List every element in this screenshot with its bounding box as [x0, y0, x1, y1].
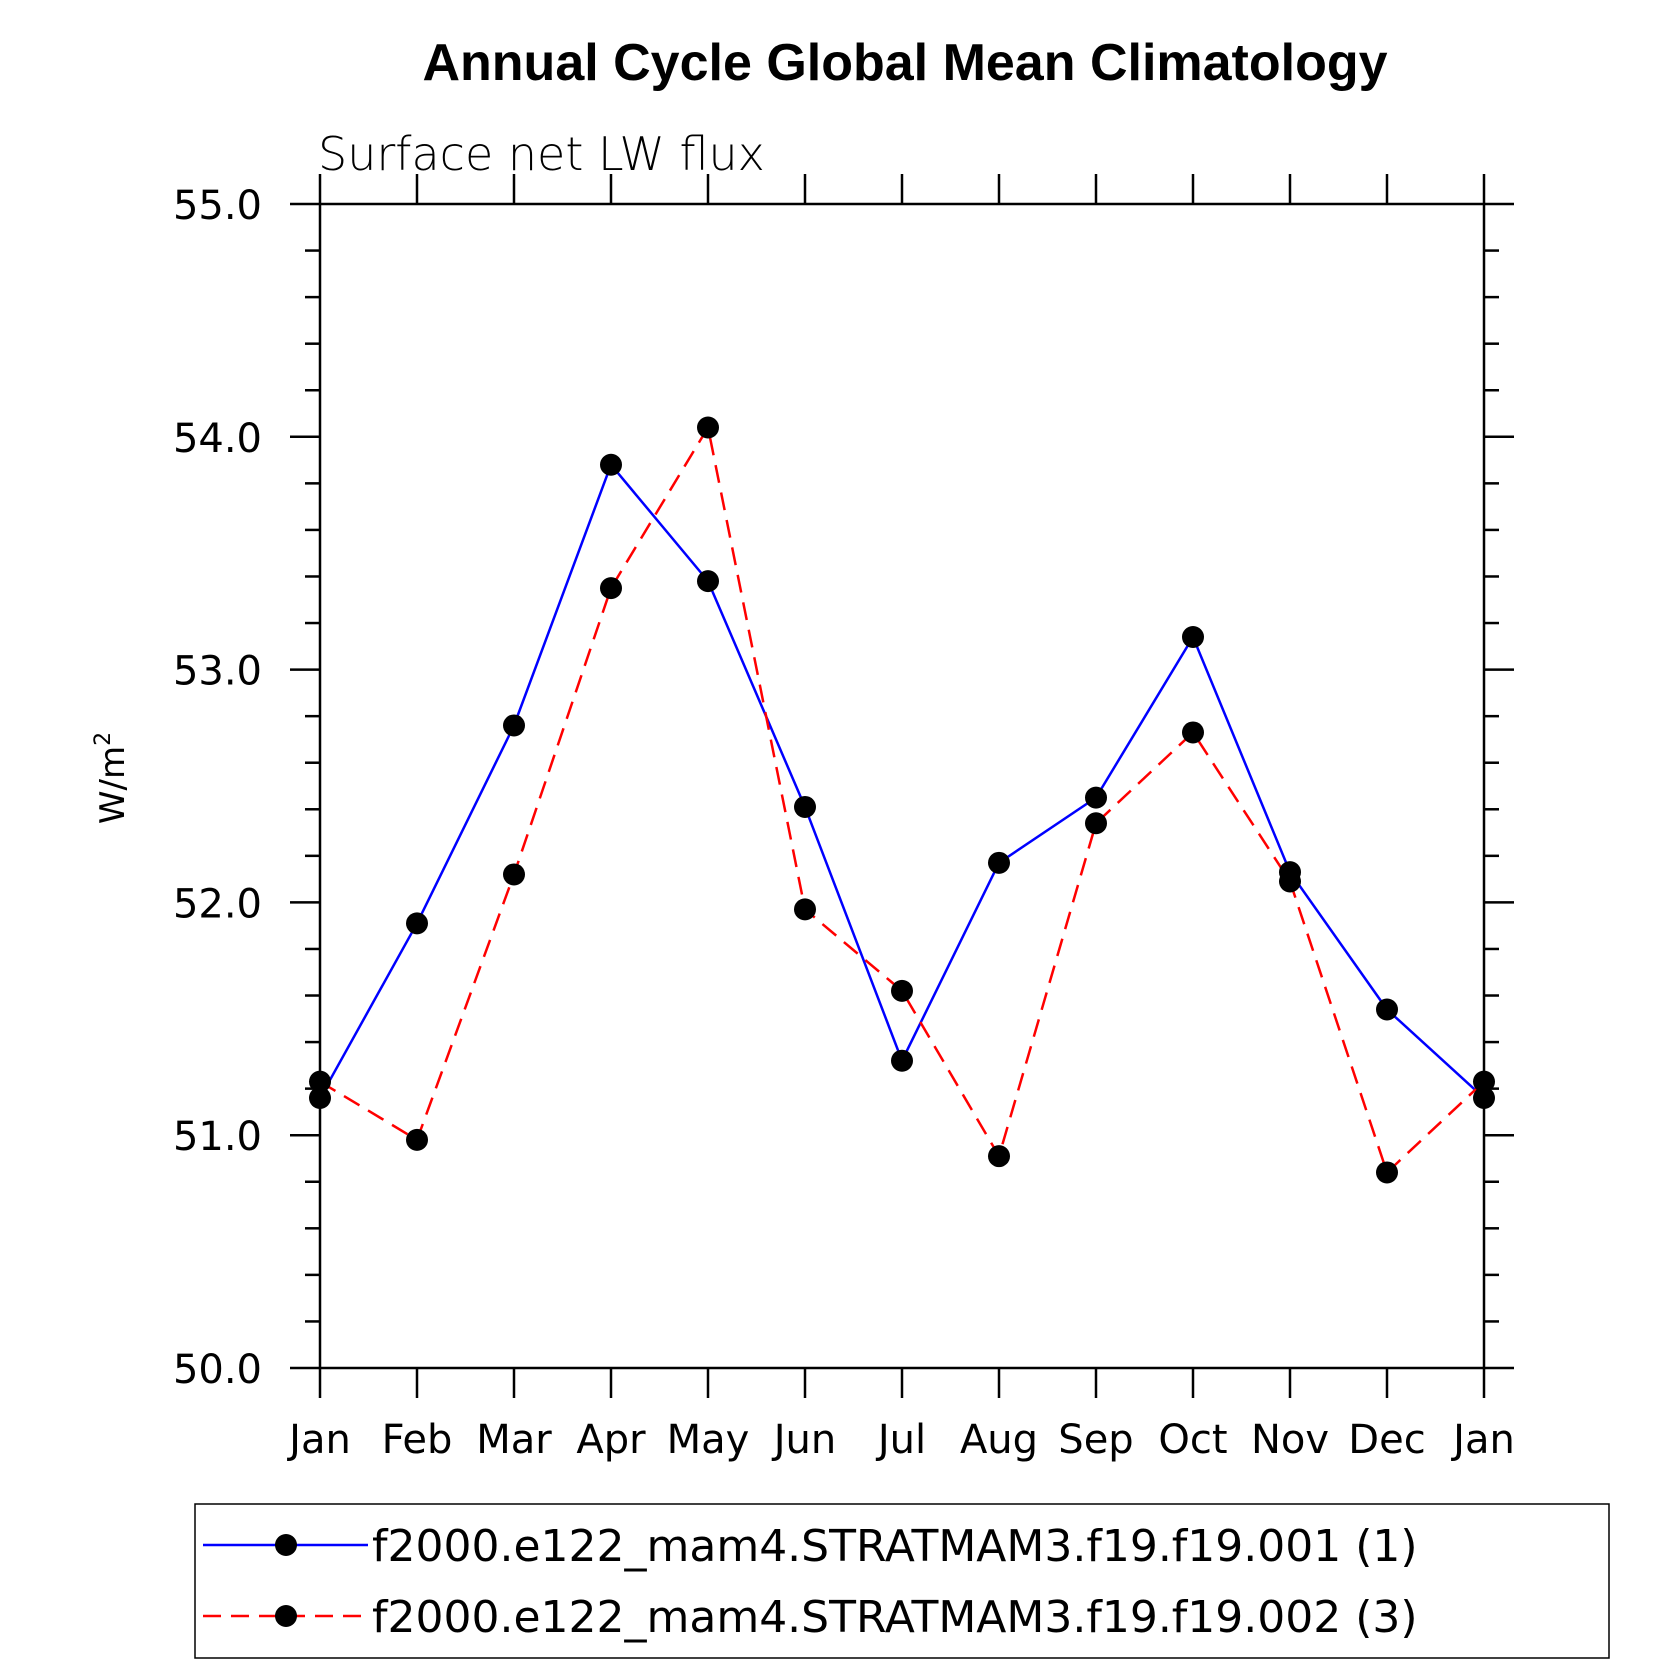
series-1-point: [891, 1049, 913, 1072]
series-1-point: [1473, 1086, 1495, 1109]
chart-subtitle: Surface net LW flux: [318, 127, 765, 181]
series-2-point: [697, 416, 719, 439]
series-1-point: [1085, 786, 1107, 809]
x-tick-label: Apr: [576, 1417, 646, 1463]
series-2-point: [988, 1145, 1010, 1168]
y-tick-label: 55.0: [173, 183, 262, 229]
chart-title: Annual Cycle Global Mean Climatology: [422, 34, 1387, 92]
series-1-point: [1182, 626, 1204, 649]
series-2-point: [794, 898, 816, 921]
series-2-point: [1182, 721, 1204, 744]
x-tick-label: Nov: [1251, 1417, 1329, 1463]
y-tick-label: 52.0: [173, 881, 262, 927]
series-2-point: [1279, 870, 1301, 893]
y-axis-title-text: W/m: [93, 746, 133, 824]
series-1-point: [600, 453, 622, 476]
series-1-point: [794, 795, 816, 818]
series-2-point: [406, 1128, 428, 1151]
x-tick-label: Sep: [1058, 1417, 1133, 1463]
series-1-point: [309, 1086, 331, 1109]
y-axis-ticks: 50.0 51.0 52.0 53.0 54.0 55.0: [173, 183, 1514, 1393]
plot-area: [318, 202, 1486, 1370]
y-tick-label: 53.0: [173, 649, 262, 695]
x-tick-label: Aug: [960, 1417, 1038, 1463]
series-layer: [309, 416, 1495, 1184]
series-2-point: [1376, 1161, 1398, 1184]
x-tick-label: Mar: [476, 1417, 552, 1463]
x-tick-label: Jan: [286, 1417, 351, 1463]
y-tick-label: 50.0: [173, 1347, 262, 1393]
series-2-point: [1085, 812, 1107, 835]
y-axis-title-superscript: 2: [91, 732, 116, 746]
y-tick-label: 54.0: [173, 416, 262, 462]
x-tick-label: Jul: [875, 1417, 926, 1463]
x-tick-label: Oct: [1158, 1417, 1227, 1463]
series-line-1: [318, 462, 1485, 1099]
series-2-point: [891, 979, 913, 1002]
legend-box: [194, 1503, 1610, 1659]
series-1-point: [1376, 998, 1398, 1021]
x-tick-label: Jun: [771, 1417, 837, 1463]
series-2-point: [600, 577, 622, 600]
y-tick-label: 51.0: [173, 1114, 262, 1160]
x-axis-ticks: Jan Feb Mar Apr May Jun Jul Aug Sep Oct Nov Dec Jan: [286, 174, 1515, 1463]
x-tick-label: Feb: [382, 1417, 453, 1463]
legend-marker-series-2: [275, 1605, 297, 1627]
y-axis-title: W/m2: [91, 732, 133, 824]
legend-marker-series-1: [275, 1534, 297, 1556]
legend-label-series-2: f2000.e122_mam4.STRATMAM3.f19.f19.002 (3…: [372, 1592, 1418, 1643]
x-tick-label: May: [667, 1417, 750, 1463]
legend-label-series-1: f2000.e122_mam4.STRATMAM3.f19.f19.001 (1…: [372, 1521, 1418, 1572]
legend: f2000.e122_mam4.STRATMAM3.f19.f19.001 (1…: [194, 1503, 1610, 1659]
series-1-point: [503, 714, 525, 737]
x-tick-label: Jan: [1450, 1417, 1515, 1463]
series-1-point: [988, 851, 1010, 874]
series-2-point: [1473, 1070, 1495, 1093]
x-tick-label: Dec: [1348, 1417, 1425, 1463]
series-1-point: [697, 570, 719, 593]
series-1-point: [406, 912, 428, 935]
series-2-point: [503, 863, 525, 886]
series-2-point: [309, 1070, 331, 1093]
